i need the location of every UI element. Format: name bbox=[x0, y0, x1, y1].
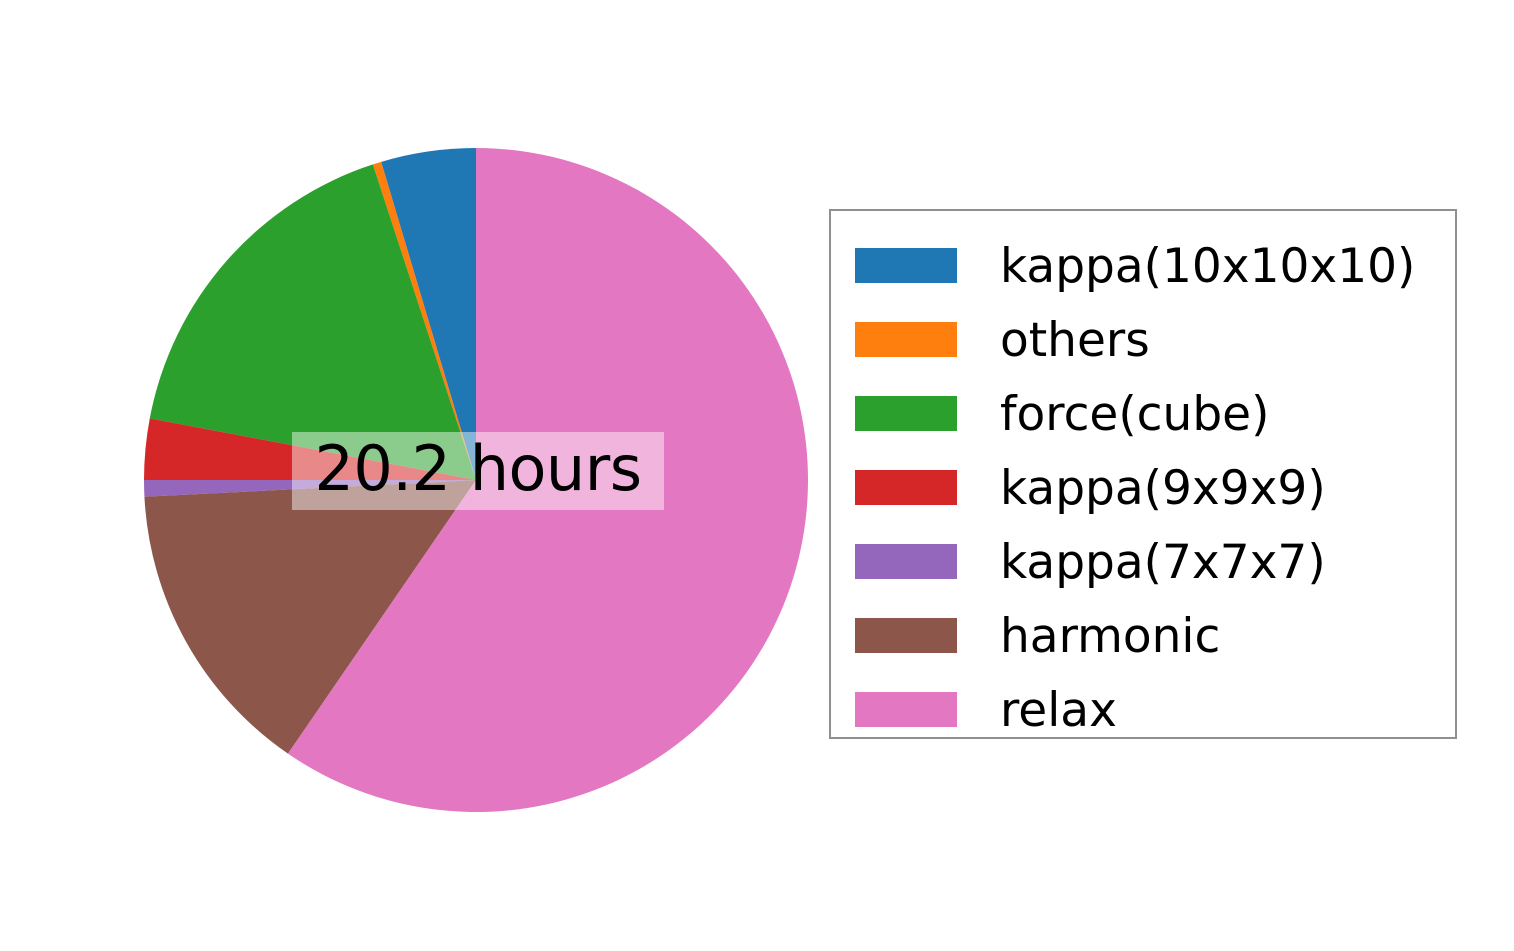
pie-wedge[interactable] bbox=[144, 480, 476, 754]
legend-label: others bbox=[1000, 312, 1150, 368]
legend-label: kappa(7x7x7) bbox=[1000, 534, 1326, 590]
legend-label: force(cube) bbox=[1000, 386, 1270, 442]
legend-entry[interactable]: relax bbox=[855, 672, 1435, 746]
pie-wedge[interactable] bbox=[381, 148, 476, 480]
legend-color-swatch bbox=[855, 469, 957, 505]
legend-box: kappa(10x10x10) others force(cube) kappa(9x… bbox=[829, 209, 1457, 739]
center-total-annotation: 20.2 hours bbox=[292, 432, 664, 510]
legend-color-swatch bbox=[855, 617, 957, 653]
legend-color-swatch bbox=[855, 321, 957, 357]
legend-color-swatch bbox=[855, 247, 957, 283]
pie-chart-axes bbox=[144, 148, 808, 813]
legend-entry[interactable]: harmonic bbox=[855, 598, 1435, 672]
pie-wedge[interactable] bbox=[149, 164, 476, 480]
legend-entry[interactable]: kappa(10x10x10) bbox=[855, 228, 1435, 302]
legend-entry[interactable]: others bbox=[855, 302, 1435, 376]
legend-label: harmonic bbox=[1000, 608, 1221, 664]
legend-color-swatch bbox=[855, 543, 957, 579]
pie-wedge-group bbox=[144, 148, 808, 813]
legend-entry[interactable]: force(cube) bbox=[855, 376, 1435, 450]
pie-wedge[interactable] bbox=[144, 480, 476, 497]
legend-label: kappa(10x10x10) bbox=[1000, 238, 1416, 294]
pie-svg bbox=[144, 148, 808, 813]
pie-wedge[interactable] bbox=[144, 418, 476, 480]
center-total-text: 20.2 hours bbox=[314, 432, 642, 505]
legend-entry[interactable]: kappa(7x7x7) bbox=[855, 524, 1435, 598]
legend-entry-list: kappa(10x10x10) others force(cube) kappa(9x… bbox=[855, 228, 1435, 746]
legend-color-swatch bbox=[855, 395, 957, 431]
legend-color-swatch bbox=[855, 691, 957, 727]
legend-label: relax bbox=[1000, 682, 1117, 738]
legend-label: kappa(9x9x9) bbox=[1000, 460, 1326, 516]
legend-entry[interactable]: kappa(9x9x9) bbox=[855, 450, 1435, 524]
pie-wedge[interactable] bbox=[372, 161, 476, 480]
pie-wedge[interactable] bbox=[287, 148, 808, 813]
